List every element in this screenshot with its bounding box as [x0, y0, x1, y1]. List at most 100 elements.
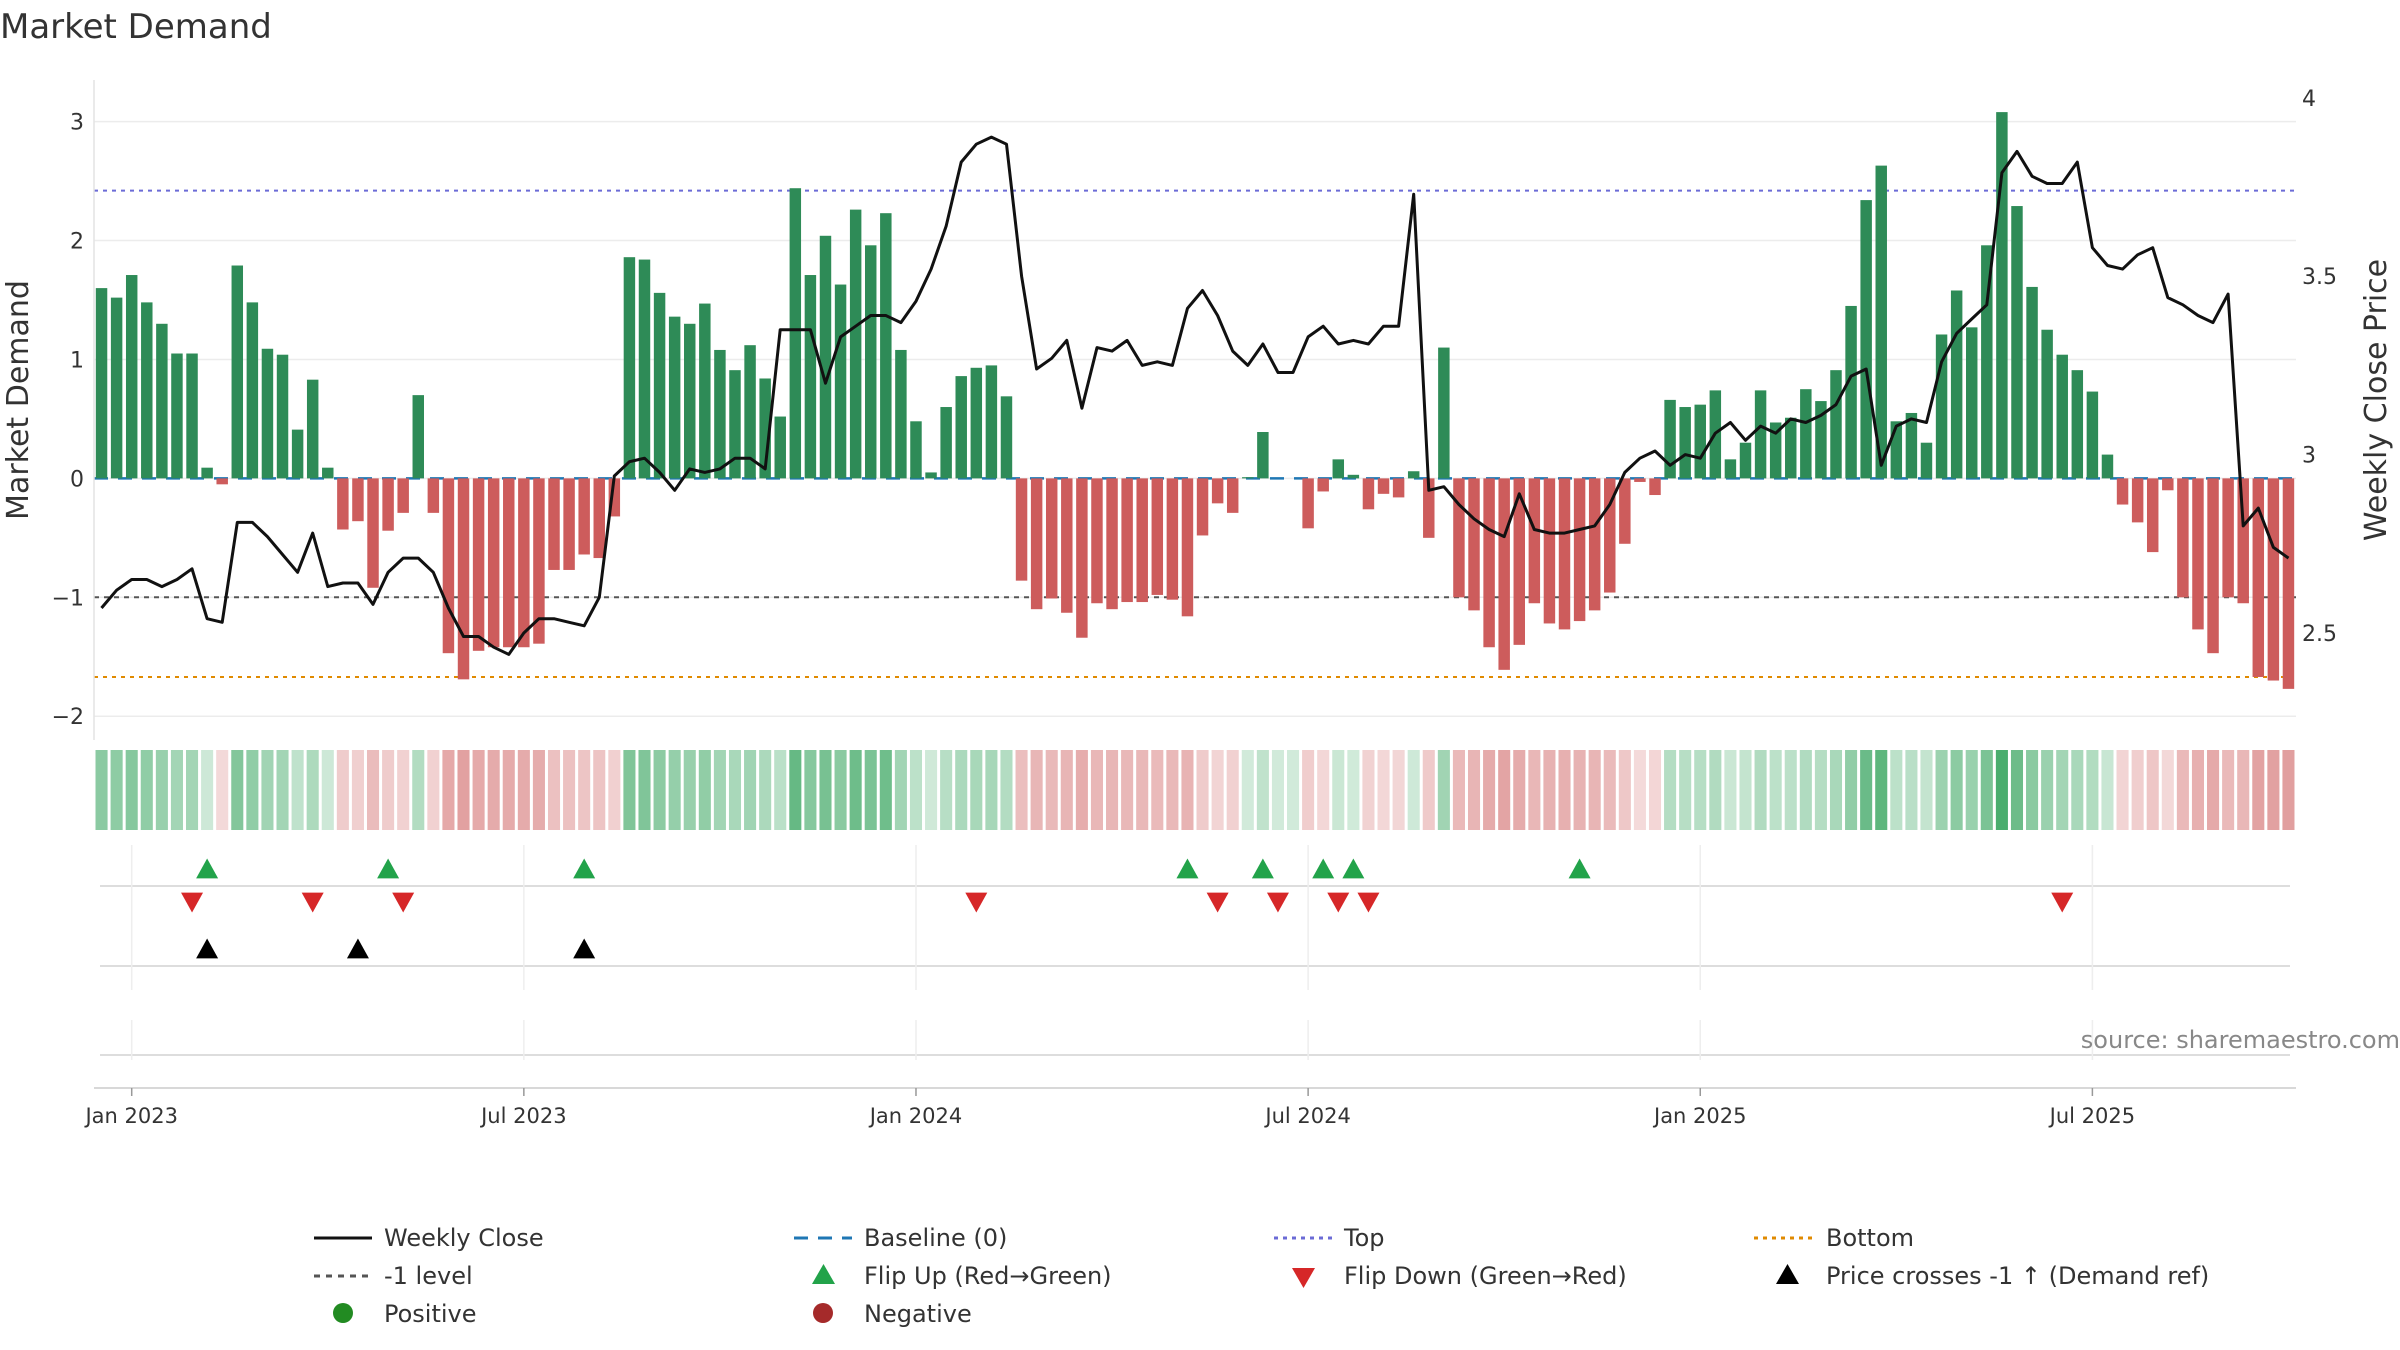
strip-cell	[487, 750, 500, 830]
strip-cell	[2252, 750, 2265, 830]
demand-bar	[141, 302, 153, 479]
strip-cell	[593, 750, 606, 830]
source-note: source: sharemaestro.com	[2081, 1026, 2400, 1054]
legend-weekly-close: Weekly Close	[384, 1224, 544, 1252]
demand-bar	[518, 478, 530, 648]
demand-bar	[382, 478, 394, 531]
strip-cell	[728, 750, 742, 830]
demand-bar	[653, 292, 666, 479]
demand-bar	[2207, 478, 2219, 654]
strip-cell	[1995, 750, 2008, 830]
strip-cell	[1090, 750, 1103, 830]
strip-cell	[2146, 750, 2159, 830]
demand-bar	[865, 245, 877, 479]
y2-tick-label: 3.5	[2302, 265, 2337, 290]
demand-bar	[2086, 391, 2099, 479]
demand-bar	[1724, 459, 1737, 479]
demand-bar	[1242, 477, 1254, 479]
strip-cell	[2176, 750, 2189, 830]
demand-bar	[1151, 478, 1164, 595]
strip-cell	[261, 750, 274, 830]
strip-cell	[201, 750, 214, 830]
demand-bar	[2267, 478, 2280, 681]
strip-cell	[170, 750, 183, 830]
strip-cell	[849, 750, 862, 830]
demand-bar	[834, 284, 847, 479]
demand-bar	[1769, 422, 1782, 479]
demand-bar	[1860, 200, 1872, 479]
strip-cell	[1980, 750, 1993, 830]
strip-cell	[502, 750, 515, 830]
demand-bar	[910, 421, 922, 479]
demand-bar	[1528, 478, 1541, 604]
y-axis-label: Market Demand	[1, 280, 36, 520]
legend-price-cross: Price crosses -1 ↑ (Demand ref)	[1826, 1262, 2209, 1290]
strip-cell	[1211, 750, 1224, 830]
demand-bar	[699, 303, 711, 479]
demand-bar	[608, 478, 621, 517]
gridlines	[94, 120, 2296, 717]
demand-bar	[1000, 396, 1013, 479]
strip-cell	[698, 750, 711, 830]
demand-bar	[1558, 478, 1571, 630]
demand-bar	[1694, 404, 1706, 479]
demand-bar	[578, 478, 590, 555]
strip-cell	[789, 750, 802, 830]
flip-down-marker	[1206, 892, 1229, 913]
strip-cell	[472, 750, 485, 830]
demand-bar	[2192, 478, 2204, 630]
flip-up-marker	[1342, 858, 1365, 879]
demand-bar	[985, 365, 998, 479]
y2-tick-label: 4	[2302, 87, 2316, 112]
demand-bar	[804, 275, 817, 479]
demand-bar	[412, 395, 424, 479]
demand-bar	[156, 323, 168, 479]
strip-cell	[1784, 750, 1797, 830]
strip-cell	[2207, 750, 2220, 830]
demand-bar	[1377, 478, 1390, 494]
legend-negative-icon	[813, 1303, 833, 1323]
strip-cell	[1528, 750, 1541, 830]
strip-cell	[457, 750, 470, 830]
flip-up-marker	[1251, 858, 1274, 879]
strip-cell	[638, 750, 651, 830]
strip-cell	[1256, 750, 1269, 830]
strip-cell	[1724, 750, 1737, 830]
flip-down-marker	[392, 892, 415, 913]
strip-cell	[1950, 750, 1963, 830]
strip-cell	[1829, 750, 1843, 830]
strip-cell	[442, 750, 455, 830]
demand-bar	[1483, 478, 1495, 648]
demand-bar	[442, 478, 455, 654]
flip-up-marker	[196, 858, 219, 879]
demand-bar	[503, 478, 515, 648]
strip-cell	[2222, 750, 2235, 830]
demand-bar	[246, 302, 259, 479]
demand-bar	[2237, 478, 2249, 604]
demand-bar	[352, 478, 364, 522]
strip-cell	[1588, 750, 1601, 830]
demand-bar	[1091, 478, 1103, 604]
demand-bar	[457, 478, 470, 680]
strip-cell	[2026, 750, 2039, 830]
x-tick-label: Jul 2023	[479, 1104, 566, 1128]
strip-cell	[1498, 750, 1511, 830]
demand-bar	[1513, 478, 1525, 645]
reference-lines	[94, 189, 2296, 678]
demand-bar	[1332, 459, 1345, 479]
strip-cell	[2071, 750, 2084, 830]
strip-cell	[110, 750, 123, 830]
strip-cell	[246, 750, 259, 830]
strip-cell	[291, 750, 304, 830]
strip-cell	[517, 750, 530, 830]
flip-up-marker	[377, 858, 400, 879]
chart-title: Market Demand	[0, 7, 272, 47]
legend-baseline: Baseline (0)	[864, 1224, 1007, 1252]
strip-cell	[985, 750, 998, 830]
y-tick-label: 3	[70, 111, 84, 136]
demand-bar	[201, 467, 213, 479]
demand-bar	[2056, 354, 2068, 479]
strip-cell	[774, 750, 787, 830]
demand-bar	[1438, 347, 1450, 479]
demand-bar	[1030, 478, 1043, 610]
